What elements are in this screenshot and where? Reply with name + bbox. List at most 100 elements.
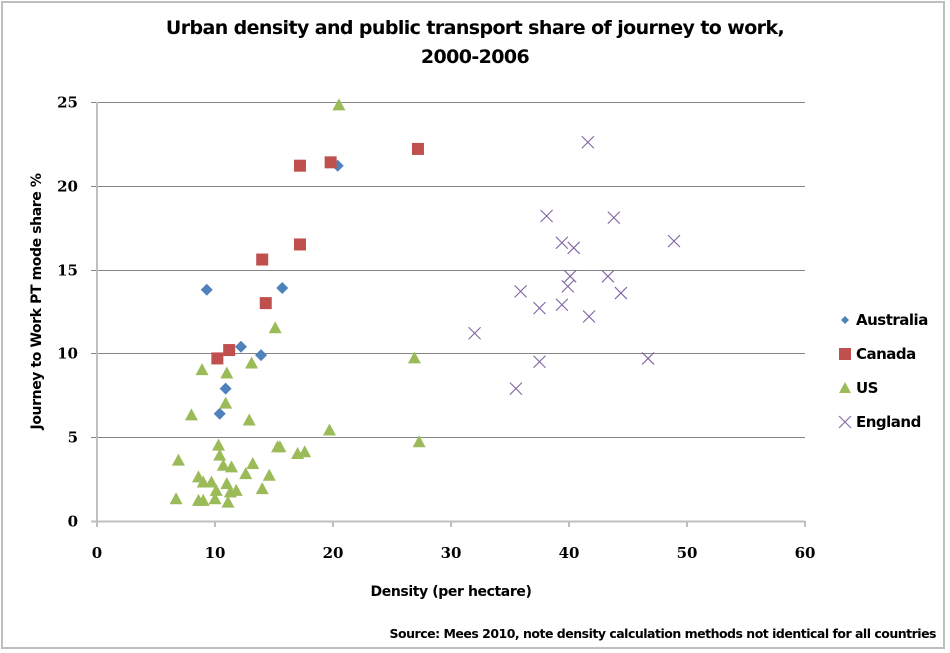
chart-title-line-1: Urban density and public transport share… [165,17,785,39]
x-tick-label: 20 [323,544,344,562]
x-tick-label: 50 [677,544,698,562]
axes: 0 5 10 15 20 25 0 10 20 30 40 50 60 [57,94,815,563]
source-note: Source: Mees 2010, note density calculat… [389,626,937,641]
data-point-australia [234,340,247,353]
legend-label: Canada [856,345,916,363]
legend-item-canada: Canada [838,337,928,371]
y-tick-label: 15 [57,262,78,280]
data-point-us [169,492,183,505]
x-tick-label: 10 [205,544,226,562]
data-point-us [196,475,210,488]
x-tick-label: 60 [795,544,816,562]
x-tick-label: 40 [559,544,580,562]
data-point-us [239,467,253,480]
data-point-england [555,298,569,312]
data-point-us [212,438,226,451]
data-point-us [268,321,282,334]
data-point-us [262,468,276,481]
data-point-canada [293,159,306,172]
data-point-england [561,279,575,293]
data-point-england [540,209,553,223]
data-point-us [291,446,305,459]
data-point-australia [200,283,213,296]
data-point-canada [411,142,424,155]
data-point-us [332,98,346,111]
legend-item-england: England [838,405,928,439]
series-us [169,98,426,508]
y-axis-title: Journey to Work PT mode share % [29,173,45,430]
data-point-canada [324,156,337,169]
data-point-us [204,475,218,488]
legend-item-australia: Australia [838,303,928,337]
chart-title-line-2: 2000-2006 [420,46,530,68]
series-england [468,135,681,395]
data-point-us [322,423,336,436]
data-point-us [273,440,287,453]
data-point-england [582,310,596,323]
data-point-us [407,351,421,364]
legend-label: England [856,413,921,431]
data-point-us [219,396,233,409]
data-point-england [581,135,595,149]
data-point-us [246,457,260,470]
x-mark-icon [838,415,852,429]
data-point-us [412,435,426,448]
triangle-icon [839,382,851,393]
y-tick-label: 25 [57,94,78,112]
data-point-australia [213,407,226,420]
data-point-us [216,458,230,471]
data-point-australia [255,349,268,362]
y-tick-label: 5 [68,429,78,447]
data-point-england [563,269,577,283]
diamond-icon [841,316,849,324]
data-point-canada [211,352,224,365]
series-canada [211,142,424,365]
data-point-us [255,482,269,495]
data-point-canada [223,344,236,357]
data-point-australia [219,382,232,395]
legend-label: Australia [856,311,928,329]
legend-label: US [856,379,878,397]
y-tick-label: 20 [57,178,78,196]
data-point-us [195,363,209,376]
data-point-us [220,366,234,379]
data-point-canada [256,253,269,266]
legend-item-us: US [838,371,928,405]
data-point-us [208,492,222,505]
data-point-us [171,453,185,466]
data-point-us [213,448,227,461]
data-point-us [242,413,256,426]
chart-title: Urban density and public transport share… [0,14,950,72]
data-point-england [509,382,523,395]
data-points [169,98,681,508]
data-point-england [468,326,481,340]
data-point-england [567,241,581,255]
data-point-canada [293,238,306,251]
data-point-england [614,286,628,300]
data-point-england [533,301,546,315]
x-tick-label: 30 [441,544,462,562]
x-tick-label: 0 [92,544,102,562]
data-point-us [209,483,223,496]
data-point-us [221,495,235,508]
data-point-canada [259,297,272,310]
data-point-australia [276,282,289,295]
gridlines [91,102,805,438]
data-point-us [184,408,198,421]
data-point-us [220,477,234,490]
data-point-england [533,355,546,369]
y-tick-label: 0 [68,513,78,531]
y-tick-label: 10 [57,345,78,363]
data-point-us [223,485,237,498]
data-point-us [225,460,239,473]
data-point-england [601,269,615,283]
data-point-england [514,284,528,298]
legend: Australia Canada US England [838,303,928,439]
data-point-england [667,234,681,248]
data-point-england [555,236,569,250]
data-point-england [641,352,655,365]
data-point-us [245,356,259,369]
square-icon [839,348,851,360]
